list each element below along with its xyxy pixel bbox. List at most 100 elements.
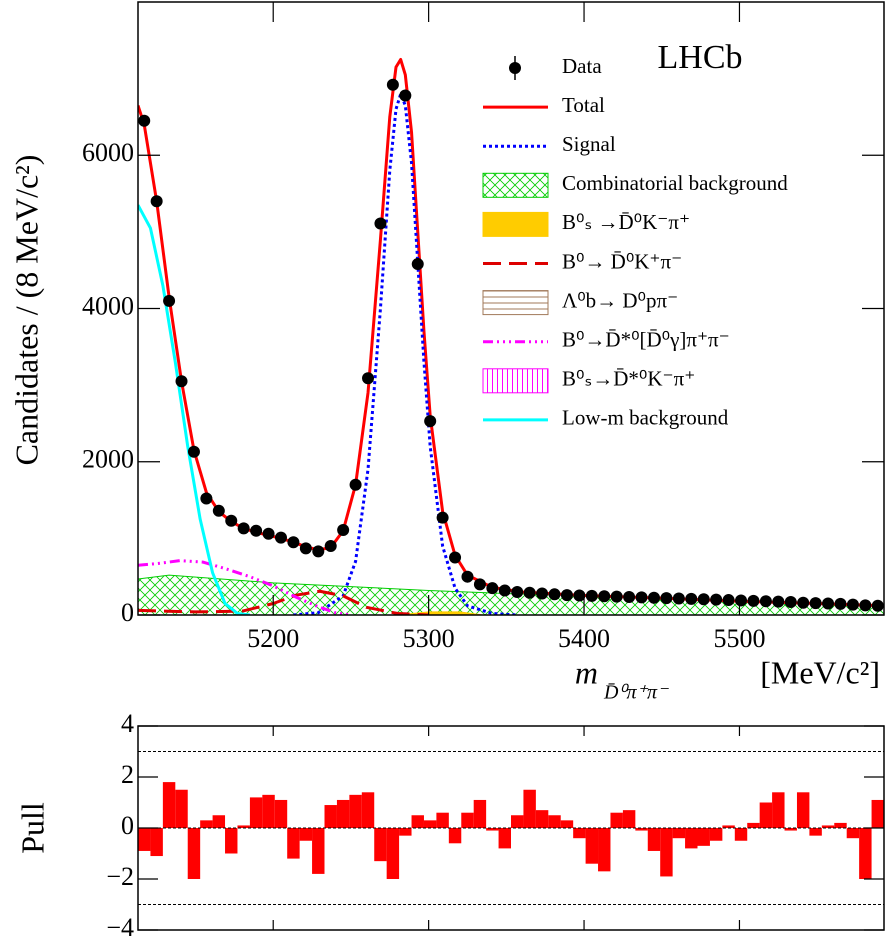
data-point [660,592,673,605]
pull-bar [436,812,449,828]
data-point [312,545,325,558]
data-point [536,587,549,600]
pull-bar [448,828,462,844]
data-point [809,597,822,610]
legend-entry: Λ⁰b→ D⁰pπ⁻ [482,288,678,316]
pull-bar [200,820,213,828]
data-point [424,415,437,428]
data-point [187,445,200,458]
data-point [834,597,847,610]
pull-bar [212,815,226,828]
pull-bar [511,815,524,828]
legend-label: Data [562,54,602,78]
data-point [274,531,287,544]
pull-bar [162,782,176,828]
data-point [672,592,685,605]
data-point [386,78,399,91]
data-point [735,594,748,607]
data-point [473,578,486,591]
y-axis-label: Candidates / (8 MeV/c²) [8,155,44,466]
data-point [436,511,449,524]
pull-bar [672,828,686,839]
pull-bar [299,828,313,841]
pull-bar [423,820,437,828]
pull-plot: −4 −2 0 2 4 [106,709,885,942]
data-point [560,589,573,602]
annotation: LHCb [658,39,743,76]
data-point [747,594,760,607]
data-point [871,599,884,612]
pull-bar [697,828,710,846]
pull-bar [312,828,325,874]
x-axis-label: m [575,654,598,690]
legend-entry: Signal [483,132,616,156]
pull-bar [535,810,549,828]
pull-bar [237,825,250,828]
pull-bar [784,828,797,831]
data-point [237,522,250,535]
pull-bar [610,812,623,828]
curve [138,589,429,615]
data-point [548,588,561,601]
data-point [511,586,524,599]
data-point [784,595,797,608]
data-point [647,591,660,604]
legend-entry: B⁰ₛ→D̄*⁰K⁻π⁺ [482,367,695,394]
pull-bar [361,792,375,828]
pull-bar [374,828,387,862]
pull-bar [759,802,773,828]
data-point [362,372,375,385]
y-tick-label: 0 [121,598,134,627]
legend-symbol [509,62,521,74]
pull-bar [859,828,872,879]
pull-axis-label: Pull [14,802,50,854]
pull-bar [598,828,611,872]
data-point [710,593,723,606]
pull-bar [548,815,561,828]
legend-symbol [482,172,549,198]
data-point [523,586,536,599]
pull-bar [386,828,400,879]
legend-label: B⁰ₛ →D̄⁰K⁻π⁺ [562,210,690,234]
data-point [449,551,462,564]
x-tick-label: 5300 [403,624,455,653]
legend-label: Total [562,93,605,117]
curve [138,57,884,608]
pull-bar [734,828,748,841]
data-point [797,596,810,609]
legend-label: Λ⁰b→ D⁰pπ⁻ [562,288,678,312]
y-tick-label: −4 [106,913,134,942]
pull-bar [411,815,424,828]
legend-label: Low-m background [562,406,729,430]
pull-bar [622,810,636,828]
pull-bar [225,828,238,854]
data-point [399,89,412,102]
data-point [337,523,350,536]
data-point [225,514,238,527]
x-tick-label: 5200 [247,624,299,653]
legend-symbol [482,290,549,316]
legend-symbol [482,211,549,237]
data-point [585,589,598,602]
data-point [610,590,623,603]
pull-bar [685,828,698,849]
x-axis-label-unit: [MeV/c²] [760,654,880,690]
y-tick-label: 2 [121,760,134,789]
curve [138,204,251,615]
x-axis-label-subscript: D̄⁰π⁺π⁻ [603,682,669,704]
pull-bar [647,828,661,851]
pull-bar [871,799,884,828]
legend-entry: B⁰ₛ →D̄⁰K⁻π⁺ [482,210,690,237]
pull-bar [461,812,474,828]
pull-bar [187,828,201,879]
pull-bar [796,792,810,828]
data-point [138,114,151,127]
legend-entry: Low-m background [483,406,729,430]
data-point [212,504,225,517]
curve [138,559,352,615]
pull-bar [660,828,673,877]
data-point [486,582,499,595]
data-point [374,217,387,230]
pull-bar [585,828,599,864]
pull-bar [834,822,847,828]
